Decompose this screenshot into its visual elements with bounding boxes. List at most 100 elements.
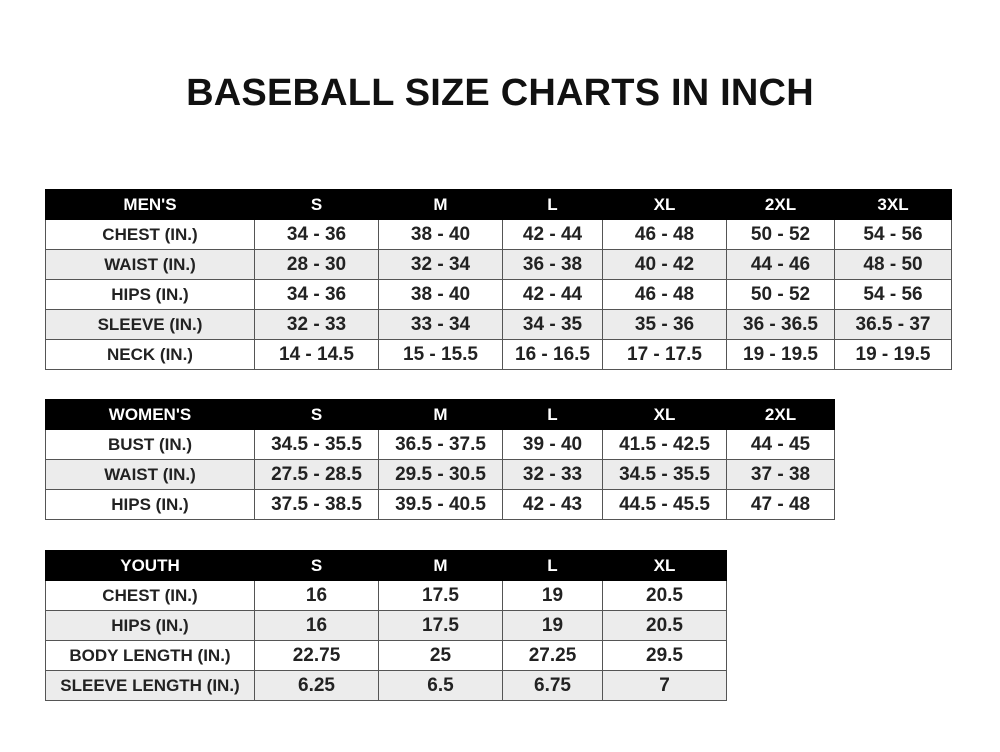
size-value: 16 - 16.5 [502,339,603,370]
size-value: 54 - 56 [834,219,952,250]
size-value: 50 - 52 [726,279,835,310]
size-header: 3XL [834,189,952,220]
size-value: 19 - 19.5 [726,339,835,370]
size-value: 32 - 33 [502,459,603,490]
size-value: 14 - 14.5 [254,339,379,370]
size-value: 33 - 34 [378,309,503,340]
size-value: 40 - 42 [602,249,727,280]
header-row: MEN'S S M L XL 2XL 3XL [45,189,952,220]
size-header: L [502,399,603,430]
size-value: 41.5 - 42.5 [602,429,727,460]
size-header: M [378,189,503,220]
size-value: 39 - 40 [502,429,603,460]
size-value: 47 - 48 [726,489,835,520]
size-value: 19 [502,580,603,611]
table-row: HIPS (IN.) 16 17.5 19 20.5 [45,610,727,641]
table-row: BODY LENGTH (IN.) 22.75 25 27.25 29.5 [45,640,727,671]
table-row: BUST (IN.) 34.5 - 35.5 36.5 - 37.5 39 - 40 4… [45,429,835,460]
measurement-label: WAIST (IN.) [45,459,255,490]
size-value: 17 - 17.5 [602,339,727,370]
measurement-label: WAIST (IN.) [45,249,255,280]
header-row: WOMEN'S S M L XL 2XL [45,399,835,430]
size-value: 34 - 36 [254,219,379,250]
size-value: 28 - 30 [254,249,379,280]
size-value: 38 - 40 [378,279,503,310]
size-value: 34.5 - 35.5 [254,429,379,460]
table-row: WAIST (IN.) 27.5 - 28.5 29.5 - 30.5 32 - 33… [45,459,835,490]
size-value: 27.25 [502,640,603,671]
size-header: 2XL [726,189,835,220]
size-header: M [378,399,503,430]
measurement-label: CHEST (IN.) [45,580,255,611]
mens-size-table: MEN'S S M L XL 2XL 3XL CHEST (IN.) 34 - 36 38 - 4… [45,189,952,370]
size-header: L [502,550,603,581]
measurement-label: HIPS (IN.) [45,279,255,310]
measurement-label: CHEST (IN.) [45,219,255,250]
table-row: WAIST (IN.) 28 - 30 32 - 34 36 - 38 40 - 42 4… [45,249,952,280]
measurement-label: NECK (IN.) [45,339,255,370]
size-value: 42 - 44 [502,219,603,250]
size-value: 34 - 36 [254,279,379,310]
size-value: 15 - 15.5 [378,339,503,370]
size-value: 44 - 45 [726,429,835,460]
size-value: 48 - 50 [834,249,952,280]
measurement-label: SLEEVE (IN.) [45,309,255,340]
size-value: 29.5 - 30.5 [378,459,503,490]
womens-size-table: WOMEN'S S M L XL 2XL BUST (IN.) 34.5 - 35.5 36.5… [45,399,835,520]
size-value: 44 - 46 [726,249,835,280]
size-value: 22.75 [254,640,379,671]
category-header: MEN'S [45,189,255,220]
size-value: 37.5 - 38.5 [254,489,379,520]
size-value: 6.25 [254,670,379,701]
size-header: S [254,189,379,220]
size-header: XL [602,189,727,220]
size-header: L [502,189,603,220]
size-value: 44.5 - 45.5 [602,489,727,520]
table-row: NECK (IN.) 14 - 14.5 15 - 15.5 16 - 16.5 17 … [45,339,952,370]
size-value: 54 - 56 [834,279,952,310]
size-value: 46 - 48 [602,279,727,310]
size-value: 36.5 - 37 [834,309,952,340]
size-value: 16 [254,580,379,611]
measurement-label: BUST (IN.) [45,429,255,460]
category-header: YOUTH [45,550,255,581]
size-value: 32 - 33 [254,309,379,340]
size-value: 36.5 - 37.5 [378,429,503,460]
size-value: 32 - 34 [378,249,503,280]
size-value: 16 [254,610,379,641]
size-header: 2XL [726,399,835,430]
size-value: 7 [602,670,727,701]
size-value: 6.75 [502,670,603,701]
size-header: M [378,550,503,581]
measurement-label: BODY LENGTH (IN.) [45,640,255,671]
size-value: 50 - 52 [726,219,835,250]
size-value: 29.5 [602,640,727,671]
size-value: 25 [378,640,503,671]
table-row: SLEEVE (IN.) 32 - 33 33 - 34 34 - 35 35 - 36… [45,309,952,340]
size-value: 36 - 38 [502,249,603,280]
size-value: 36 - 36.5 [726,309,835,340]
table-row: SLEEVE LENGTH (IN.) 6.25 6.5 6.75 7 [45,670,727,701]
size-value: 6.5 [378,670,503,701]
measurement-label: HIPS (IN.) [45,489,255,520]
table-row: CHEST (IN.) 16 17.5 19 20.5 [45,580,727,611]
size-value: 46 - 48 [602,219,727,250]
size-value: 37 - 38 [726,459,835,490]
size-value: 17.5 [378,610,503,641]
size-header: XL [602,550,727,581]
size-value: 34 - 35 [502,309,603,340]
measurement-label: HIPS (IN.) [45,610,255,641]
page-title: BASEBALL SIZE CHARTS IN INCH [186,72,814,114]
table-row: CHEST (IN.) 34 - 36 38 - 40 42 - 44 46 - 48 5… [45,219,952,250]
size-header: S [254,550,379,581]
size-value: 42 - 43 [502,489,603,520]
size-value: 17.5 [378,580,503,611]
size-value: 38 - 40 [378,219,503,250]
size-header: XL [602,399,727,430]
size-value: 20.5 [602,610,727,641]
size-value: 19 [502,610,603,641]
size-value: 39.5 - 40.5 [378,489,503,520]
size-value: 34.5 - 35.5 [602,459,727,490]
youth-size-table: YOUTH S M L XL CHEST (IN.) 16 17.5 19 20.5 HIPS (I… [45,550,727,701]
size-value: 42 - 44 [502,279,603,310]
